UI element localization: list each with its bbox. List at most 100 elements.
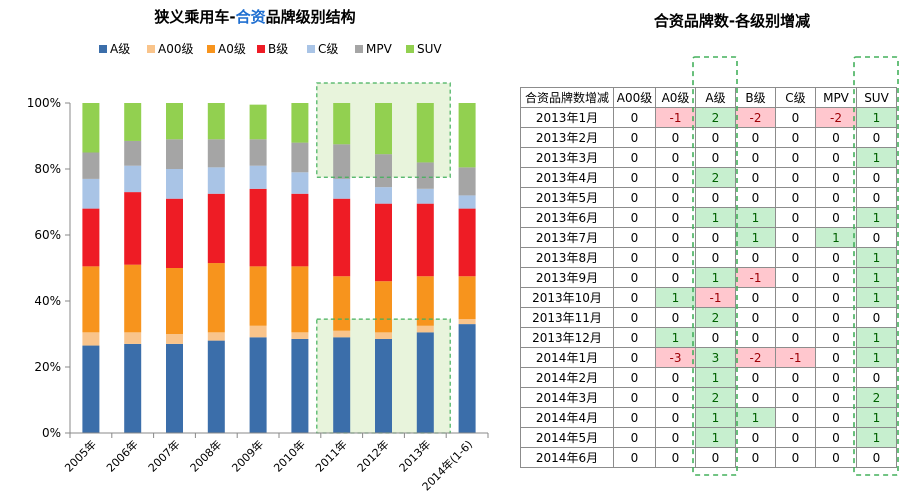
bar-0-6: 2005年 SUV: 15%	[82, 103, 100, 153]
table-cell: 0	[815, 447, 857, 468]
legend-swatch-3	[257, 45, 265, 53]
table-cell: 1	[735, 407, 776, 428]
table-cell: 0	[775, 447, 816, 468]
table-cell: 0	[655, 147, 696, 168]
table-cell: -3	[655, 347, 696, 368]
table-row: 2014年5月 0 0 1 0 0 0 1	[520, 427, 897, 448]
bar-9-0: 2014年(1-6) A级: 33%	[458, 324, 476, 433]
table-cell: 1	[856, 107, 897, 128]
table-cell: 1	[735, 227, 776, 248]
table-cell: 0	[856, 367, 897, 388]
bar-9-2: 2014年(1-6) A0级: 13%	[458, 276, 476, 320]
bar-3-6: 2008年 SUV: 11%	[207, 103, 225, 140]
table-cell: 0	[613, 207, 656, 228]
legend-label-6: SUV	[417, 42, 442, 56]
table-cell: 0	[775, 427, 816, 448]
row-label: 2014年1月	[520, 347, 614, 368]
table-cell: 0	[613, 247, 656, 268]
table-cell: 1	[856, 267, 897, 288]
bar-4-0: 2009年 A级: 29%	[249, 337, 267, 433]
bar-4-4: 2009年 C级: 7%	[249, 165, 267, 189]
bar-3-2: 2008年 A0级: 21%	[207, 263, 225, 333]
bar-1-1: 2006年 A00级: 3.5%	[124, 332, 142, 344]
table-cell: 0	[613, 107, 656, 128]
table-cell: 1	[655, 327, 696, 348]
table-cell: 0	[655, 387, 696, 408]
row-label: 2014年2月	[520, 367, 614, 388]
table-cell: 0	[655, 407, 696, 428]
table-cell: 0	[815, 147, 857, 168]
table-cell: 0	[856, 227, 897, 248]
x-tick-label-9: 2014年(1-6)	[419, 437, 475, 493]
chart-title-part-2: 合资	[235, 8, 266, 26]
row-label: 2013年6月	[520, 207, 614, 228]
bar-0-2: 2005年 A0级: 20%	[82, 266, 100, 333]
legend: A级 A00级 A0级 B级 C级 MPV SUV	[99, 42, 442, 56]
table-header-row: 合资品牌数增减 A00级 A0级 A级 B级 C级 MPV SUV	[520, 87, 897, 108]
table-cell: 0	[655, 307, 696, 328]
highlight-border-0	[316, 82, 451, 178]
table-cell: 0	[775, 267, 816, 288]
chart-title-part-3: 品牌级别结构	[266, 8, 356, 26]
chart-title: 狭义乘用车-合资品牌级别结构	[153, 8, 355, 26]
table-row: 2013年8月 0 0 0 0 0 0 1	[520, 247, 897, 268]
table-cell: 0	[655, 207, 696, 228]
table-header-5: C级	[775, 87, 816, 108]
highlight-boxes	[316, 83, 451, 433]
bar-2-2: 2007年 A0级: 20%	[166, 268, 183, 334]
table-cell: 0	[695, 447, 736, 468]
table-title: 合资品牌数-各级别增减	[653, 12, 811, 30]
table-cell: 1	[695, 267, 736, 288]
table-cell: 0	[613, 227, 656, 248]
row-label: 2013年8月	[520, 247, 614, 268]
table-cell: 0	[735, 367, 776, 388]
bar-9-6: 2014年(1-6) SUV: 19.5%	[458, 103, 476, 168]
bar-5-1: 2010年 A00级: 2%	[291, 332, 309, 339]
table-cell: 1	[695, 367, 736, 388]
table-cell: 0	[815, 187, 857, 208]
bar-1-6: 2006年 SUV: 11.5%	[124, 103, 142, 141]
bar-0-4: 2005年 C级: 9%	[82, 178, 100, 209]
table-cell: 0	[775, 127, 816, 148]
legend-swatch-1	[147, 45, 155, 53]
row-label: 2013年10月	[520, 287, 614, 308]
table-cell: -1	[775, 347, 816, 368]
table-cell: 1	[856, 207, 897, 228]
table-cell: 0	[613, 427, 656, 448]
table-cell: 0	[613, 167, 656, 188]
bar-6-2: 2011年 A0级: 16.5%	[333, 276, 351, 331]
increment-table: 合资品牌数增减 A00级 A0级 A级 B级 C级 MPV SUV 2013年1月 0 -1 2 -2…	[520, 87, 897, 468]
table-cell: -2	[815, 107, 857, 128]
x-axis: 2005年 2006年 2007年 2008年 2009年 2010年 2011年 2012年…	[62, 432, 489, 493]
legend-swatch-4	[307, 45, 315, 53]
bar-9-5: 2014年(1-6) MPV: 8.5%	[458, 167, 476, 196]
table-cell: 0	[856, 127, 897, 148]
table-cell: 2	[695, 167, 736, 188]
bar-8-5: 2013年 MPV: 8%	[416, 162, 434, 189]
x-tick-label-6: 2011年	[312, 437, 349, 474]
table-cell: 2	[695, 307, 736, 328]
table-cell: 0	[735, 147, 776, 168]
bar-4-5: 2009年 MPV: 8%	[249, 139, 267, 166]
row-label: 2014年5月	[520, 427, 614, 448]
row-label: 2014年6月	[520, 447, 614, 468]
table-cell: 1	[856, 427, 897, 448]
bar-7-0: 2012年 A级: 28.5%	[375, 338, 392, 433]
table-row: 2013年6月 0 0 1 1 0 0 1	[520, 207, 897, 228]
table-row: 2014年6月 0 0 0 0 0 0 0	[520, 447, 897, 468]
bar-4-6: 2009年 SUV: 10.5%	[249, 104, 267, 140]
table-cell: 0	[613, 367, 656, 388]
bar-6-3: 2011年 B级: 23.5%	[333, 198, 351, 277]
table-cell: 1	[856, 407, 897, 428]
bar-5-0: 2010年 A级: 28.5%	[291, 338, 309, 433]
table-cell: 0	[815, 347, 857, 368]
table-cell: -2	[735, 107, 776, 128]
bar-3-4: 2008年 C级: 8%	[207, 167, 225, 194]
x-tick-label-5: 2010年	[271, 437, 308, 474]
table-cell: 0	[613, 147, 656, 168]
bar-7-3: 2012年 B级: 23.5%	[375, 203, 392, 282]
bar-1-0: 2006年 A级: 27%	[124, 343, 142, 433]
bar-3-1: 2008年 A00级: 2.5%	[207, 332, 225, 341]
bar-8-2: 2013年 A0级: 15%	[416, 276, 434, 326]
y-axis: 0% 20% 40% 60% 80% 100%	[27, 96, 71, 440]
